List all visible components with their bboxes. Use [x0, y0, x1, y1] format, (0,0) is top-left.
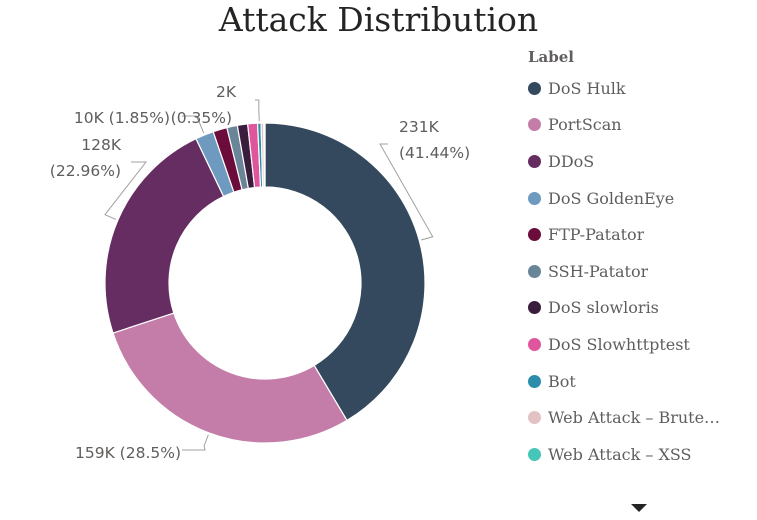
pie-slice-web-attack-xss[interactable]	[263, 122, 266, 188]
legend-item[interactable]: Web Attack – XSS	[528, 436, 754, 473]
data-label: (41.44%)	[399, 144, 470, 162]
chart-title: Attack Distribution	[218, 0, 539, 39]
legend-swatch	[528, 447, 541, 461]
legend-item[interactable]: DoS Hulk	[528, 70, 754, 107]
legend-item[interactable]: FTP-Patator	[528, 216, 754, 253]
legend-swatch	[528, 228, 541, 242]
legend-item[interactable]: SSH-Patator	[528, 253, 754, 290]
legend-label: DoS slowloris	[548, 298, 659, 318]
legend-label: DDoS	[548, 151, 595, 171]
triangle-down-icon[interactable]	[631, 504, 647, 512]
data-label: (0.35%)	[171, 109, 232, 127]
legend-label: Bot	[548, 371, 576, 391]
legend-swatch	[528, 118, 541, 132]
data-label: 2K	[216, 83, 237, 101]
legend-swatch	[528, 264, 541, 278]
legend-swatch	[528, 154, 541, 168]
legend-label: FTP-Patator	[548, 225, 645, 245]
leader-line	[104, 161, 148, 220]
legend-item[interactable]: Web Attack – Brute…	[528, 399, 754, 436]
legend-title: Label	[528, 48, 574, 66]
donut-chart: 231K (41.44%) 159K (28.5%) 128K (22.96%) 10K …	[50, 83, 470, 462]
legend-swatch	[528, 337, 541, 351]
legend-item[interactable]: DDoS	[528, 143, 754, 180]
legend-item[interactable]: DoS GoldenEye	[528, 180, 754, 217]
pie-slice-dos-hulk[interactable]	[264, 122, 426, 422]
legend-label: SSH-Patator	[548, 261, 649, 281]
data-label: 10K (1.85%)	[74, 109, 170, 127]
legend-swatch	[528, 374, 541, 388]
leader-line	[255, 99, 260, 122]
legend: Label DoS Hulk PortScan DDoS DoS GoldenEye F…	[528, 44, 754, 473]
leader-line	[182, 115, 205, 134]
legend-item[interactable]: Bot	[528, 363, 754, 400]
pie-slice-ddos[interactable]	[104, 137, 225, 334]
legend-item[interactable]: DoS Slowhttptest	[528, 326, 754, 363]
legend-label: DoS Hulk	[548, 78, 626, 98]
legend-label: Web Attack – Brute…	[548, 408, 721, 428]
legend-swatch	[528, 191, 541, 205]
leader-line	[379, 143, 434, 241]
data-label: (22.96%)	[50, 162, 121, 180]
legend-swatch	[528, 301, 541, 315]
legend-swatch	[528, 411, 541, 425]
legend-label: Web Attack – XSS	[548, 444, 692, 464]
data-label: 128K	[81, 136, 122, 154]
legend-item[interactable]: DoS slowloris	[528, 290, 754, 327]
legend-label: DoS GoldenEye	[548, 188, 675, 208]
legend-label: DoS Slowhttptest	[548, 334, 690, 354]
data-label: 231K	[399, 118, 440, 136]
pie-slice-portscan[interactable]	[112, 312, 348, 444]
legend-item[interactable]: PortScan	[528, 107, 754, 144]
legend-swatch	[528, 81, 541, 95]
leader-line	[182, 434, 209, 451]
legend-label: PortScan	[548, 115, 622, 135]
data-label: 159K (28.5%)	[75, 444, 181, 462]
